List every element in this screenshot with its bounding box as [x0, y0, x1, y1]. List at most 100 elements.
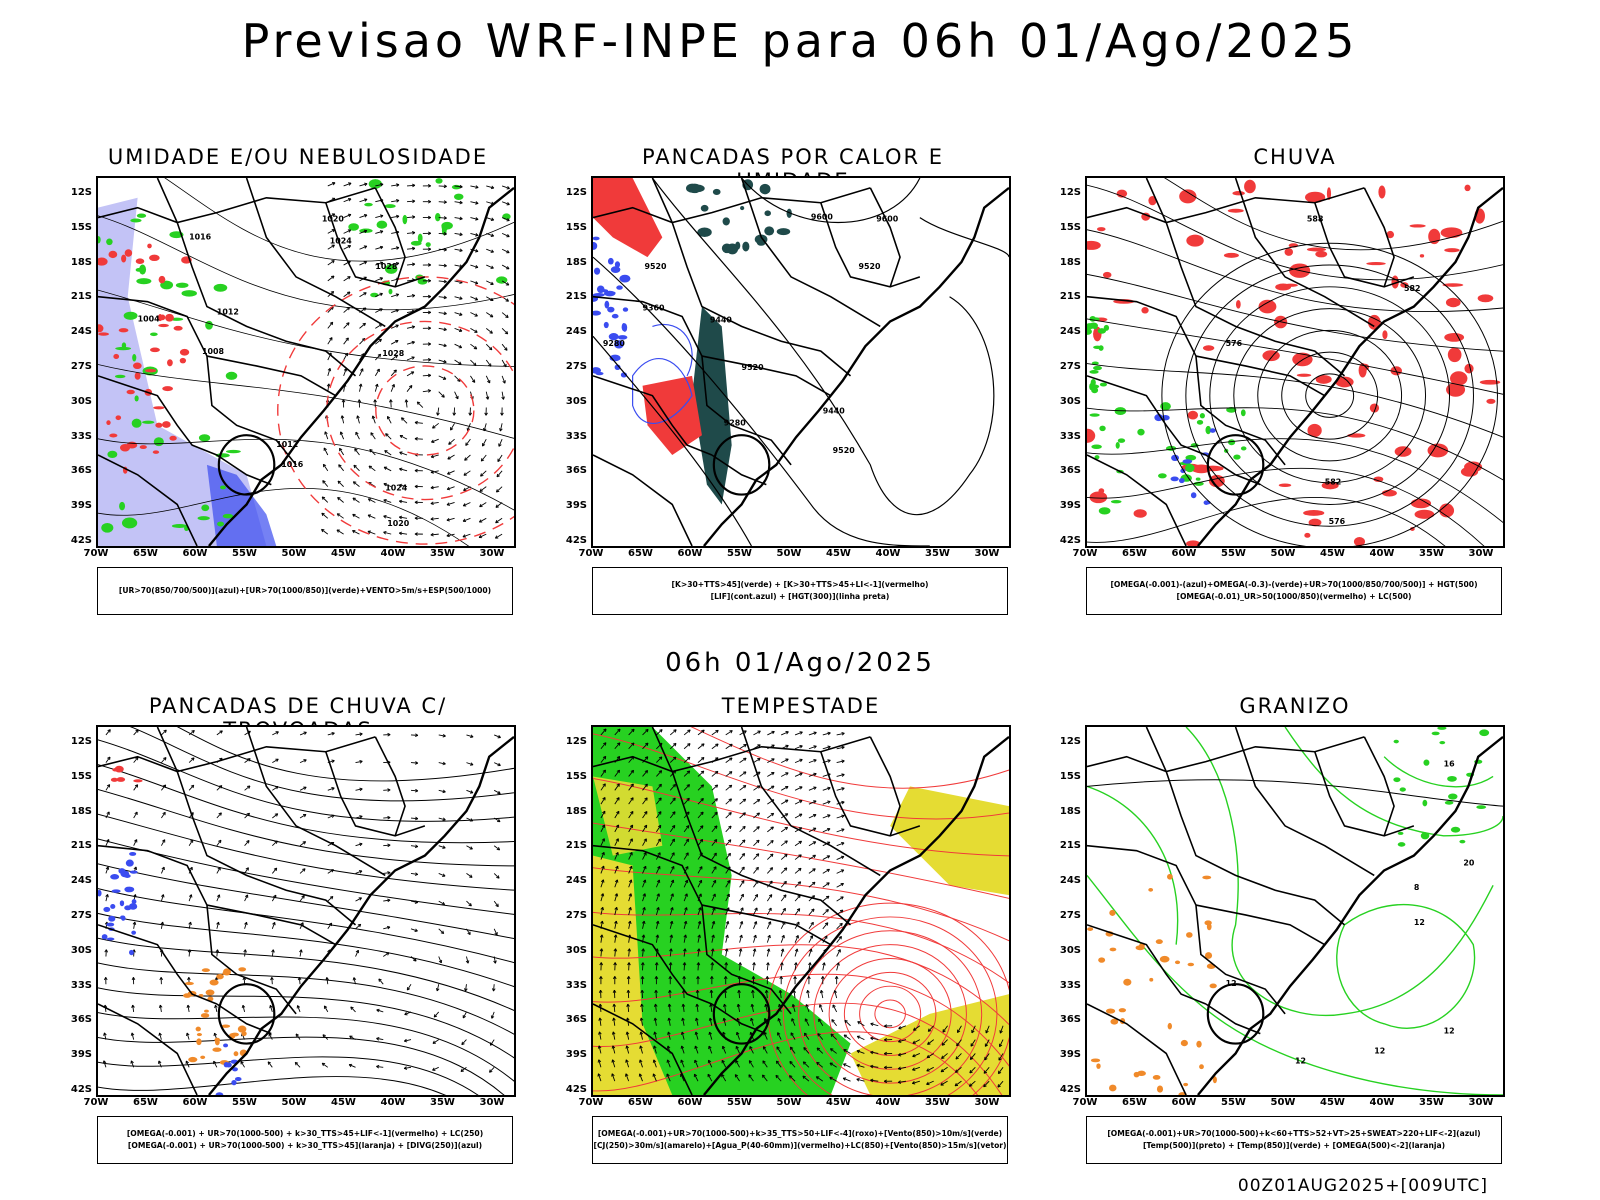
lat-tick-label: 12S: [70, 187, 92, 198]
lon-tick-label: 60W: [1171, 548, 1197, 559]
map-pancadas-calor: 9600 9600 9520 9520 9440 9360 9280 9520 9440 9280…: [591, 176, 1011, 548]
lon-tick-label: 70W: [1072, 548, 1098, 559]
map-chuva: 588 582 576 582 576: [1085, 176, 1505, 548]
lat-tick-label: 27S: [70, 361, 92, 372]
contour-label: 9520: [645, 262, 668, 271]
lat-tick-label: 12S: [1059, 736, 1081, 747]
lon-tick-label: 65W: [628, 548, 653, 559]
lon-tick-label: 40W: [1369, 1097, 1395, 1108]
legend-granizo: [OMEGA(-0.001)+UR>70(1000-500)+k<60+TTS>…: [1086, 1116, 1502, 1164]
contour-label: 1016: [189, 232, 212, 241]
lon-tick-label: 30W: [974, 1097, 1000, 1108]
panel-title-chuva: CHUVA: [1253, 145, 1337, 169]
legend-umidade: [UR>70(850/700/500)](azul)+[UR>70(1000/8…: [97, 567, 513, 615]
contour-label: 582: [1404, 284, 1421, 293]
lon-tick-label: 40W: [875, 1097, 901, 1108]
lon-tick-label: 40W: [875, 548, 901, 559]
lat-tick-label: 12S: [565, 187, 587, 198]
contour-label: 1028: [375, 262, 398, 271]
lon-tick-label: 40W: [380, 548, 406, 559]
lat-tick-label: 15S: [1059, 770, 1081, 782]
lon-tick-label: 45W: [826, 548, 851, 559]
lat-tick-label: 15S: [1059, 221, 1081, 233]
lat-tick-label: 24S: [1059, 875, 1081, 887]
legend-line: [UR>70(850/700/500)](azul)+[UR>70(1000/8…: [118, 586, 492, 595]
contour-label: 9520: [858, 262, 881, 271]
lat-tick-label: 33S: [70, 979, 92, 991]
contour-label: 1012: [217, 308, 239, 317]
legend-tempestade: [OMEGA(-0.001)+UR>70(1000-500)+k>35_TTS>…: [592, 1116, 1008, 1164]
map-trovoadas: [96, 725, 516, 1097]
lon-tick-label: 70W: [578, 548, 604, 559]
lat-tick-label: 36S: [565, 465, 587, 477]
panel-title-granizo: GRANIZO: [1239, 694, 1351, 718]
lon-tick-label: 55W: [1221, 1097, 1246, 1108]
map-canvas: 588 582 576 582 576: [1087, 178, 1503, 546]
lon-tick-label: 65W: [1122, 548, 1147, 559]
contour-label: 1016: [281, 460, 304, 469]
legend-pancadas-calor: [K>30+TTS>45](verde) + [K>30+TTS>45+LI<-…: [592, 567, 1008, 615]
lat-tick-label: 42S: [1059, 535, 1081, 546]
map-canvas: [593, 727, 1009, 1095]
contour-label: 12: [1295, 1056, 1306, 1065]
lon-tick-label: 45W: [331, 1097, 356, 1108]
contour-label: 1024: [330, 236, 353, 245]
contour-label: 576: [1329, 517, 1346, 526]
legend-line: [CJ(250)>30m/s](amarelo)+[Agua_P(40-60mm…: [593, 1141, 1007, 1150]
lat-tick-label: 39S: [70, 500, 92, 512]
contour-label: 9600: [811, 213, 834, 222]
lon-tick-label: 65W: [133, 1097, 158, 1108]
lat-tick-label: 12S: [70, 736, 92, 747]
lat-tick-label: 42S: [565, 1084, 587, 1095]
contour-label: 9600: [876, 215, 899, 224]
contour-label: 1008: [202, 347, 225, 356]
lon-tick-label: 35W: [430, 1097, 455, 1108]
lon-tick-label: 50W: [281, 548, 307, 559]
lat-tick-label: 21S: [70, 291, 92, 303]
contour-label: 12: [1226, 979, 1237, 988]
lat-tick-label: 42S: [565, 535, 587, 546]
map-canvas: 12121212161620812: [1087, 727, 1503, 1095]
lon-tick-label: 45W: [331, 548, 356, 559]
lat-tick-label: 33S: [70, 430, 92, 442]
lon-tick-label: 55W: [232, 1097, 257, 1108]
lon-tick-label: 60W: [677, 548, 703, 559]
lon-tick-label: 65W: [628, 1097, 653, 1108]
lon-tick-label: 50W: [281, 1097, 307, 1108]
lon-tick-label: 50W: [1270, 1097, 1296, 1108]
contour-label: 20: [1463, 858, 1475, 867]
lon-tick-label: 30W: [479, 1097, 505, 1108]
lat-tick-label: 30S: [1059, 944, 1081, 956]
legend-line: [LIF](cont.azul) + [HGT(300)](linha pret…: [710, 592, 890, 601]
map-canvas: 9600 9600 9520 9520 9440 9360 9280 9520 9440 9280…: [593, 178, 1009, 546]
contour-label: 576: [1226, 339, 1243, 348]
contour-label: 1020: [387, 519, 410, 528]
lon-tick-label: 65W: [1122, 1097, 1147, 1108]
main-title: Previsao WRF-INPE para 06h 01/Ago/2025: [241, 14, 1359, 68]
lon-tick-label: 60W: [677, 1097, 703, 1108]
contour-label: 9280: [724, 418, 747, 427]
lat-tick-label: 15S: [70, 770, 92, 782]
lat-tick-label: 21S: [565, 840, 587, 852]
lat-tick-label: 27S: [1059, 361, 1081, 372]
lon-tick-label: 30W: [1468, 548, 1494, 559]
lon-tick-label: 35W: [925, 1097, 950, 1108]
lat-tick-label: 33S: [1059, 979, 1081, 991]
lat-tick-label: 24S: [70, 326, 92, 338]
lat-tick-label: 18S: [70, 256, 92, 268]
lon-tick-label: 60W: [182, 548, 208, 559]
lat-tick-label: 18S: [1059, 805, 1081, 817]
lon-tick-label: 70W: [1072, 1097, 1098, 1108]
lon-tick-label: 30W: [974, 548, 1000, 559]
map-umidade: 1016 1020 1024 1028 1012 1008 1004 1028 1024 1020…: [96, 176, 516, 548]
lon-tick-label: 55W: [727, 548, 752, 559]
lat-tick-label: 18S: [565, 256, 587, 268]
contour-label: 1024: [385, 484, 408, 493]
panel-title-umidade: UMIDADE E/OU NEBULOSIDADE: [107, 145, 489, 169]
lat-tick-label: 30S: [70, 395, 92, 407]
legend-chuva: [OMEGA(-0.001)-(azul)+OMEGA(-0.3)-(verde…: [1086, 567, 1502, 615]
lat-tick-label: 15S: [565, 770, 587, 782]
lat-tick-label: 42S: [1059, 1084, 1081, 1095]
lat-tick-label: 24S: [1059, 326, 1081, 338]
lat-tick-label: 30S: [70, 944, 92, 956]
